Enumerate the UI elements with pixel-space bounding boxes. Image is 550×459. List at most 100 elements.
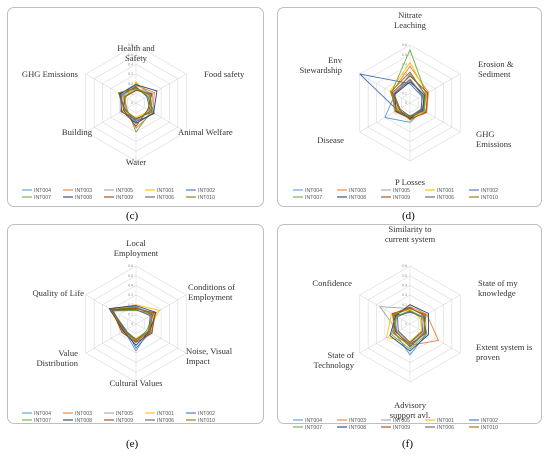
axis-label: Food safety [204, 69, 245, 79]
axis-label: GHG Emissions [476, 129, 512, 149]
axis-label: Cultural Values [109, 378, 163, 388]
axis-label: Nitrate Leaching [394, 10, 427, 30]
axis-label: Extent system is proven [476, 342, 533, 362]
legend-entry: INT003 [349, 188, 366, 194]
axis-label: GHG Emissions [22, 69, 79, 79]
legend-entry: INT002 [481, 418, 498, 424]
legend-entry: INT008 [349, 195, 366, 201]
grid-spoke [409, 323, 461, 354]
series-INT008 [119, 84, 158, 124]
legend-entry: INT005 [116, 188, 133, 194]
series-INT010 [390, 71, 426, 118]
series-INT001 [389, 61, 428, 121]
panel-label-e: (e) [126, 438, 139, 450]
tick-label: 0.1 [128, 313, 133, 317]
axis-label: Noise, Visual Impact [186, 346, 233, 366]
series-INT001 [109, 304, 160, 339]
series-INT009 [111, 308, 156, 343]
tick-label: 0.3 [128, 293, 133, 297]
legend-entry: INT003 [349, 418, 366, 424]
legend-entry: INT010 [481, 425, 498, 431]
series-INT002 [118, 87, 155, 122]
legend-entry: INT001 [437, 418, 454, 424]
series-INT002 [394, 311, 426, 348]
legend-entry: INT002 [198, 411, 215, 417]
legend-entry: INT007 [305, 195, 322, 201]
series-INT009 [122, 89, 153, 127]
series-INT010 [117, 88, 153, 119]
legend-entry: INT009 [393, 195, 410, 201]
legend-entry: INT005 [393, 188, 410, 194]
axis-label: Health and Safety [117, 43, 155, 63]
series-INT010 [110, 307, 154, 342]
panel-label-f: (f) [402, 438, 413, 450]
legend-entry: INT010 [198, 418, 215, 424]
legend-entry: INT009 [116, 418, 133, 424]
tick-label: 0.6 [402, 264, 407, 268]
tick-label: 0 [131, 322, 133, 326]
grid-spoke [359, 294, 411, 325]
series-INT010 [393, 308, 427, 347]
legend-entry: INT003 [75, 188, 92, 194]
tick-label: 0.6 [402, 43, 407, 47]
series-INT006 [396, 310, 424, 343]
tick-label: 0.5 [128, 274, 133, 278]
legend-entry: INT008 [75, 418, 92, 424]
axis-label: Water [126, 157, 146, 167]
chart-panel-c [7, 7, 264, 207]
legend-entry: INT001 [157, 188, 174, 194]
legend-entry: INT005 [116, 411, 133, 417]
series-INT004 [120, 83, 152, 123]
grid-spoke [409, 294, 461, 325]
legend-entry: INT001 [157, 411, 174, 417]
series-INT009 [391, 307, 427, 345]
tick-label: 0.2 [128, 82, 133, 86]
axis-label: Disease [317, 135, 344, 145]
axis-label: State of my knowledge [478, 278, 518, 298]
legend-entry: INT006 [437, 425, 454, 431]
series-INT008 [389, 304, 429, 352]
series-INT008 [108, 305, 157, 346]
tick-label: 0.4 [128, 284, 133, 288]
tick-label: 0.1 [402, 313, 407, 317]
legend-entry: INT004 [34, 411, 51, 417]
legend-entry: INT004 [305, 418, 322, 424]
panel-label-c: (c) [126, 210, 139, 222]
axis-label: Env Stewardship [300, 55, 343, 75]
legend-entry: INT005 [393, 418, 410, 424]
axis-label: Building [62, 127, 93, 137]
tick-label: 0.5 [402, 53, 407, 57]
grid-spoke [359, 323, 411, 354]
axis-label: Quality of Life [32, 288, 84, 298]
legend-entry: INT003 [75, 411, 92, 417]
axis-label: State of Technology [314, 350, 355, 370]
axis-label: Confidence [312, 278, 352, 288]
legend-entry: INT008 [75, 195, 92, 201]
tick-label: 0 [131, 101, 133, 105]
series-INT007 [391, 49, 427, 117]
legend-entry: INT006 [157, 195, 174, 201]
grid-spoke [409, 102, 461, 133]
legend-entry: INT007 [305, 425, 322, 431]
grid-spoke [135, 73, 187, 104]
legend-entry: INT009 [116, 195, 133, 201]
series-INT008 [394, 81, 425, 119]
legend-entry: INT008 [349, 425, 366, 431]
tick-label: 0.2 [128, 303, 133, 307]
series-INT006 [120, 86, 151, 120]
series-INT007 [391, 310, 428, 350]
axis-label: Animal Welfare [178, 127, 233, 137]
legend-entry: INT010 [481, 195, 498, 201]
radar-chart-3: 0 0.1 0.2 0.3 0.4 0.5 0.6 Similarity to current … [293, 224, 533, 431]
tick-label: 0.6 [128, 43, 133, 47]
legend-entry: INT004 [305, 188, 322, 194]
legend-entry: INT001 [437, 188, 454, 194]
legend-entry: INT010 [198, 195, 215, 201]
legend-entry: INT002 [198, 188, 215, 194]
radar-chart-2: 0 0.1 0.2 0.3 0.4 0.5 0.6 Local Employment Condit… [22, 238, 235, 424]
axis-label: P Losses [395, 177, 426, 187]
grid-spoke [359, 73, 411, 104]
axis-label: Advisory support avl. [390, 400, 431, 420]
